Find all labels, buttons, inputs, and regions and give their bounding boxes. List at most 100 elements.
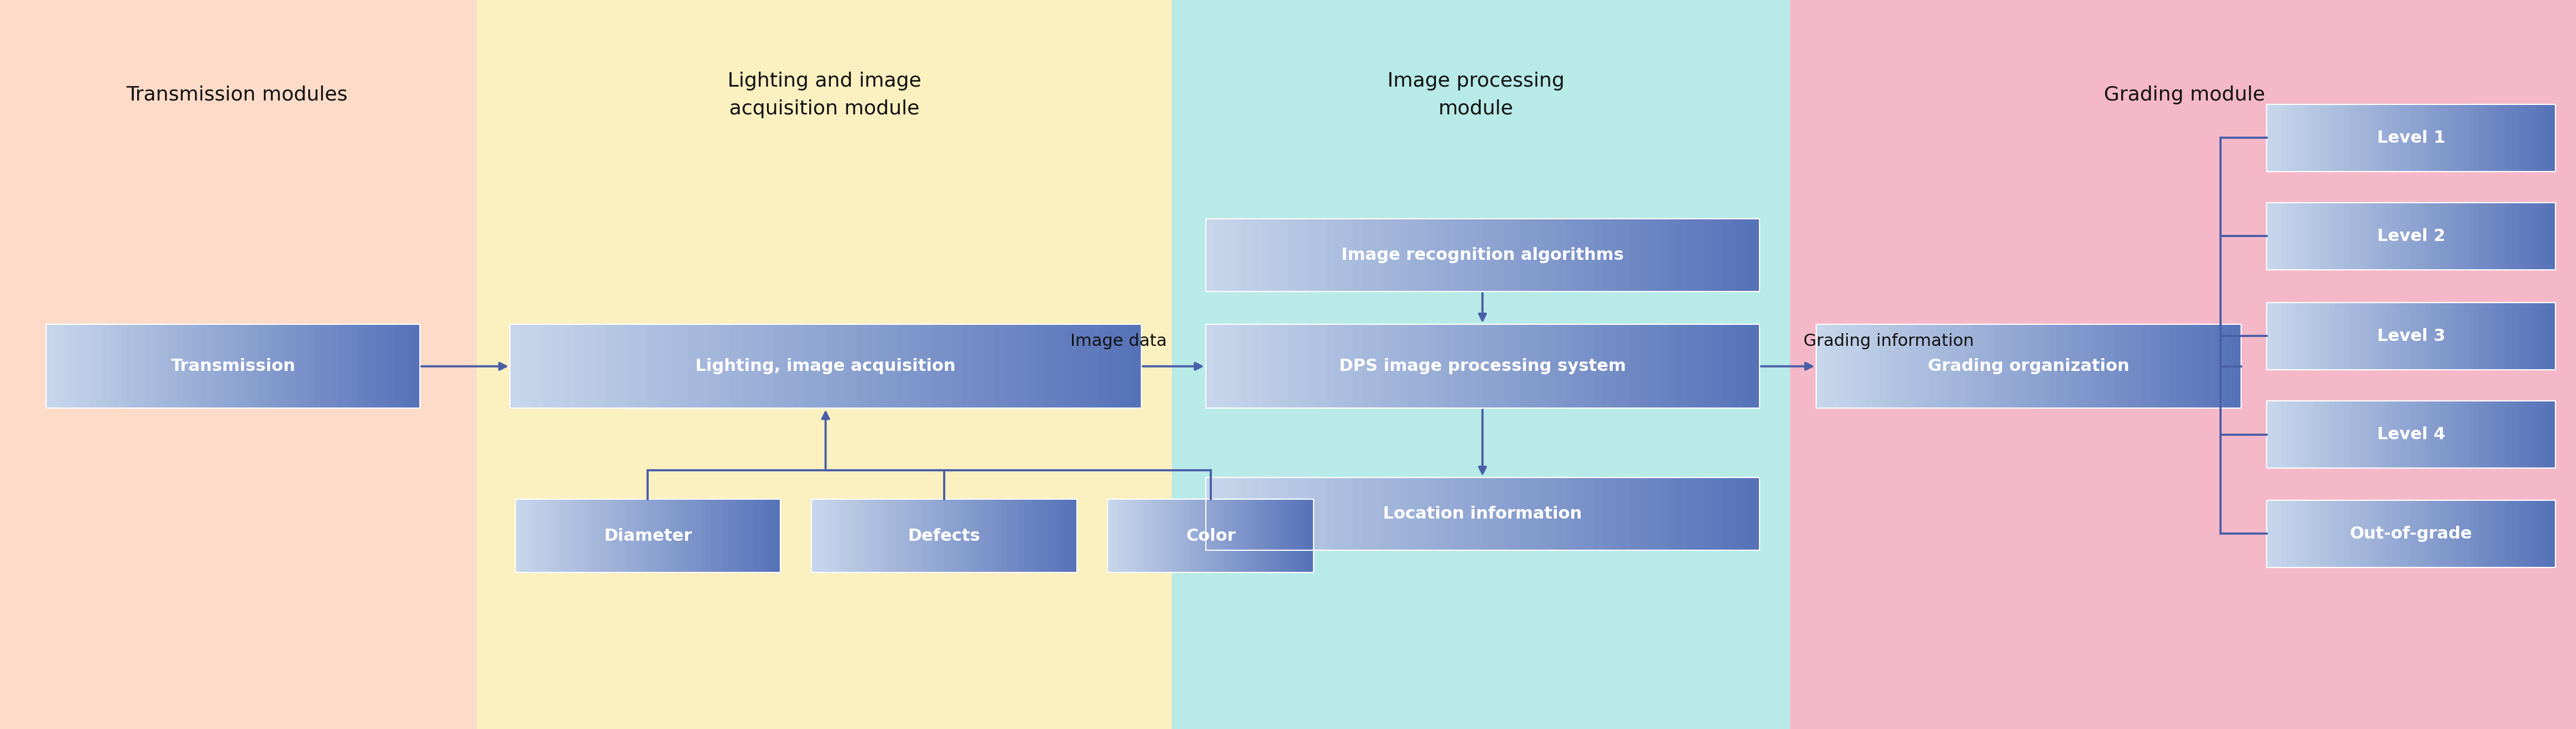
Bar [688,324,701,408]
Bar [108,324,116,408]
Bar [1749,324,1759,408]
Bar [904,499,909,572]
Bar [2501,401,2506,468]
Bar [265,324,270,408]
Bar [2383,401,2388,468]
Bar [1473,477,1484,550]
Bar [559,499,564,572]
Bar [1659,477,1667,550]
Bar [2488,203,2494,270]
Bar [1445,219,1455,292]
Bar [515,499,520,572]
Bar [2439,104,2445,171]
Bar [1108,499,1110,572]
Bar [2478,500,2483,567]
Bar [1288,324,1298,408]
Bar [2213,324,2221,408]
Bar [2506,500,2512,567]
Bar [2282,401,2285,468]
Bar [2362,203,2367,270]
Bar [585,324,595,408]
Bar [1218,499,1221,572]
Bar [2522,203,2527,270]
Bar [2465,303,2468,370]
Bar [2272,104,2277,171]
Bar [953,499,958,572]
Bar [2488,401,2494,468]
Bar [538,499,541,572]
Bar [2267,104,2272,171]
Bar [652,499,657,572]
Bar [2329,303,2334,370]
Bar [2401,500,2406,567]
Bar [1288,477,1298,550]
Bar [2282,303,2285,370]
Bar [824,324,837,408]
Bar [613,499,616,572]
Bar [2148,324,2156,408]
Bar [1352,324,1363,408]
Bar [319,324,327,408]
Bar [1391,219,1399,292]
Bar [183,324,191,408]
Bar [1986,324,1994,408]
Bar [1978,324,1986,408]
Bar [1280,219,1288,292]
Bar [811,499,817,572]
Bar [835,499,837,572]
Bar [2300,104,2306,171]
Text: Diameter: Diameter [603,528,693,544]
Bar [1242,324,1252,408]
Bar [1713,219,1723,292]
Bar [1046,499,1051,572]
Bar [2367,203,2372,270]
Bar [2205,324,2213,408]
Bar [196,324,201,408]
Bar [1293,499,1296,572]
Bar [2411,303,2416,370]
Bar [1110,324,1121,408]
Bar [2306,500,2311,567]
Bar [2056,324,2063,408]
Bar [750,499,755,572]
Bar [2267,500,2272,567]
Bar [1234,477,1242,550]
Bar [577,499,582,572]
Bar [2396,303,2401,370]
Bar [2427,500,2429,567]
Bar [541,324,551,408]
Bar [2545,303,2550,370]
Bar [2522,104,2527,171]
Bar [1574,324,1584,408]
Bar [2339,104,2344,171]
Bar [2272,203,2277,270]
Bar [1713,324,1723,408]
Bar [891,499,896,572]
Bar [917,499,922,572]
Bar [1108,499,1314,572]
Bar [1306,477,1316,550]
Bar [953,324,963,408]
Bar [2282,203,2285,270]
Bar [755,499,757,572]
Bar [77,324,82,408]
Bar [2388,401,2393,468]
Bar [2465,500,2468,567]
Bar [2460,500,2465,567]
Bar [1631,219,1638,292]
Bar [2334,401,2339,468]
Bar [2295,303,2300,370]
Bar [2396,500,2401,567]
Bar [1149,499,1151,572]
Bar [2434,203,2439,270]
Bar [1020,499,1023,572]
Bar [1399,219,1409,292]
Bar [2522,303,2527,370]
Bar [2540,104,2545,171]
Bar [1417,477,1427,550]
Bar [1131,499,1136,572]
Bar [762,499,768,572]
Text: Out-of-grade: Out-of-grade [2349,526,2473,542]
Bar [719,499,724,572]
Bar [1224,219,1234,292]
